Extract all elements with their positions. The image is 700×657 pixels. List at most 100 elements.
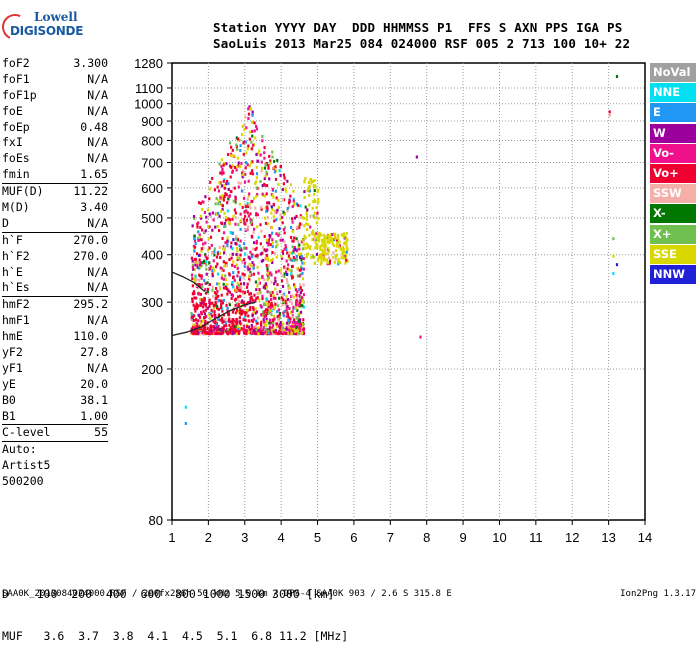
echo-point [296,225,299,229]
echo-point [254,206,257,210]
echo-point [267,331,270,335]
isolated-echo-point [608,110,611,114]
isolated-echo-point [608,113,611,117]
echo-point [290,272,293,276]
echo-point [233,278,236,282]
echo-point [285,302,288,306]
legend-item: Vo- [650,143,696,163]
echo-point [193,314,196,318]
echo-point [250,327,253,331]
echo-point [255,239,258,243]
echo-point [229,222,232,226]
echo-point [252,263,255,267]
echo-point [214,326,217,330]
echo-point [232,260,235,264]
echo-point [237,223,240,227]
echo-point [237,284,241,288]
echo-point [267,305,270,309]
echo-point [303,180,306,184]
echo-point [216,282,219,286]
echo-point [216,272,220,276]
echo-point [289,183,292,187]
x-tick-label: 11 [529,530,543,545]
echo-point [223,195,226,199]
echo-point [311,206,314,210]
echo-point [239,246,243,250]
echo-point [275,196,278,200]
echo-point [223,319,226,323]
echo-point [205,267,208,271]
echo-point [344,261,347,265]
echo-point [256,213,259,217]
echo-point [288,299,291,303]
echo-point [222,277,225,281]
echo-point [223,186,226,190]
echo-point [255,127,259,131]
echo-point [226,239,229,243]
echo-point [314,240,317,244]
param-label: foF1 [2,71,30,86]
echo-point [322,233,325,237]
echo-point [341,250,344,254]
echo-point [216,328,219,332]
echo-point [235,136,238,140]
param-value: 270.0 [73,232,108,247]
legend-item: NNW [650,264,696,284]
echo-point [287,324,290,328]
echo-point [315,238,318,242]
echo-point [346,238,349,242]
echo-point [211,176,214,180]
echo-point [225,329,228,333]
echo-point [246,308,249,312]
echo-point [278,312,281,316]
echo-point [291,302,294,306]
echo-point [263,320,266,324]
echo-point [261,192,264,196]
echo-point [281,295,284,299]
echo-point [211,269,214,273]
echo-point [313,198,316,202]
echo-point [245,332,248,336]
echo-point [261,275,264,279]
echo-point [215,296,218,300]
echo-point [293,318,296,322]
echo-point [325,258,329,262]
echo-point [292,189,295,193]
echo-point [225,303,228,307]
echo-point [203,326,207,330]
echo-point [209,235,213,239]
echo-point [270,313,273,317]
echo-point [192,303,195,307]
echo-point [236,281,239,285]
echo-point [261,139,264,143]
param-label: foEp [2,119,30,134]
echo-point [282,212,286,216]
echo-point [272,294,275,298]
echo-point [292,283,296,287]
echo-point [309,214,312,218]
echo-point [227,187,230,191]
echo-point [274,287,277,291]
echo-point [264,308,268,312]
y-tick-label: 500 [141,211,163,226]
echo-point [306,227,309,231]
echo-point [262,318,265,322]
echo-point [212,259,215,263]
echo-point [220,331,223,335]
echo-point [322,239,325,243]
echo-point [317,197,320,201]
echo-point [279,268,282,272]
echo-point [233,165,237,169]
echo-point [263,182,266,186]
echo-point [271,238,274,242]
echo-point [319,233,323,237]
echo-point [330,238,333,242]
echo-point [331,233,334,237]
echo-point [267,241,270,245]
echo-point [255,213,258,217]
echo-point [313,189,316,193]
echo-point [193,249,196,253]
echo-point [223,324,226,328]
echo-point [333,260,336,264]
echo-point [293,246,296,250]
